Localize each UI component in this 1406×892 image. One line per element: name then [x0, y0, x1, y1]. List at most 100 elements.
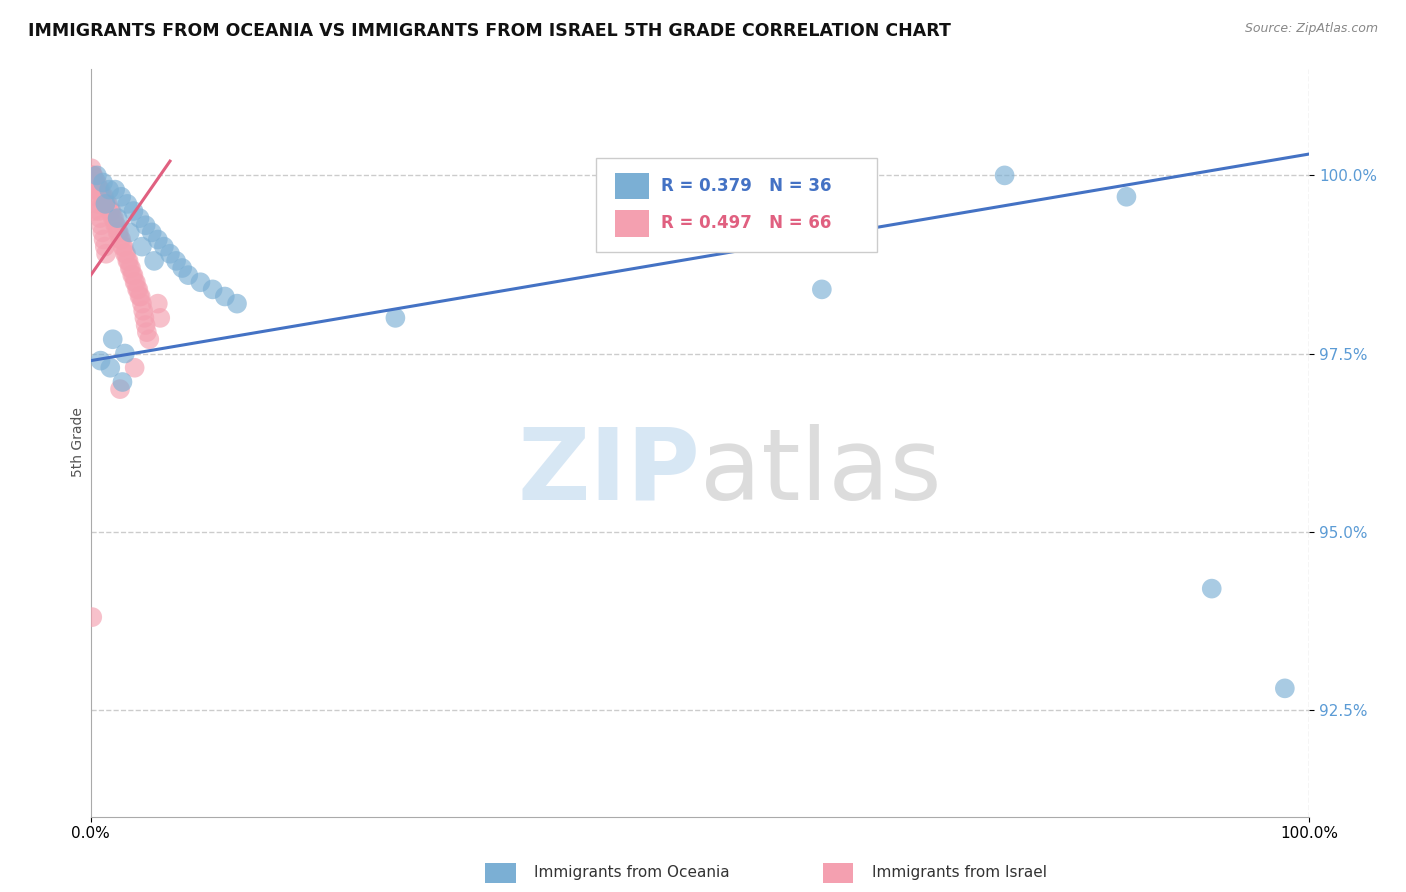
Point: [994, 169, 1017, 183]
Point: [190, 275, 212, 289]
Point: [107, 211, 129, 226]
Point: [90, 353, 112, 368]
Point: [1201, 582, 1223, 596]
Point: [141, 226, 163, 240]
Point: [108, 226, 131, 240]
Point: [90, 183, 112, 197]
Point: [129, 289, 152, 303]
Point: [105, 219, 128, 233]
Text: Immigrants from Oceania: Immigrants from Oceania: [534, 865, 730, 880]
Point: [159, 246, 181, 260]
Point: [86, 197, 108, 211]
Point: [107, 226, 129, 240]
Point: [93, 190, 115, 204]
Point: [112, 239, 135, 253]
Point: [172, 260, 194, 275]
Point: [1274, 681, 1296, 696]
Point: [128, 211, 150, 226]
Point: [84, 183, 107, 197]
Point: [118, 226, 141, 240]
Point: [114, 246, 136, 260]
Point: [91, 176, 114, 190]
Text: IMMIGRANTS FROM OCEANIA VS IMMIGRANTS FROM ISRAEL 5TH GRADE CORRELATION CHART: IMMIGRANTS FROM OCEANIA VS IMMIGRANTS FR…: [28, 22, 950, 40]
Point: [89, 211, 111, 226]
Point: [122, 204, 145, 219]
Point: [87, 183, 110, 197]
Text: R = 0.497   N = 66: R = 0.497 N = 66: [661, 214, 831, 233]
Point: [122, 268, 145, 282]
Point: [114, 346, 136, 360]
Point: [96, 197, 118, 211]
Point: [108, 233, 131, 247]
Point: [80, 161, 103, 176]
Point: [134, 310, 156, 325]
Point: [111, 375, 134, 389]
Point: [115, 246, 138, 260]
Point: [97, 197, 120, 211]
Text: ZIP: ZIP: [517, 424, 700, 521]
Point: [214, 289, 236, 303]
Point: [98, 204, 121, 219]
Point: [121, 268, 143, 282]
FancyBboxPatch shape: [596, 158, 877, 252]
Point: [153, 239, 176, 253]
Point: [811, 282, 834, 296]
Point: [177, 268, 200, 282]
Point: [118, 260, 141, 275]
Point: [138, 332, 160, 346]
Point: [86, 176, 108, 190]
Point: [135, 219, 157, 233]
Point: [94, 197, 117, 211]
Point: [83, 176, 105, 190]
Point: [90, 190, 112, 204]
Point: [131, 239, 153, 253]
Point: [98, 204, 121, 219]
Point: [94, 246, 117, 260]
Point: [98, 360, 121, 375]
Point: [128, 289, 150, 303]
Bar: [614, 172, 648, 200]
Point: [111, 239, 134, 253]
Y-axis label: 5th Grade: 5th Grade: [72, 408, 86, 477]
Point: [124, 360, 146, 375]
Text: atlas: atlas: [700, 424, 942, 521]
Point: [110, 190, 132, 204]
Point: [108, 382, 131, 396]
Point: [84, 176, 107, 190]
Point: [94, 197, 117, 211]
Point: [135, 318, 157, 332]
Point: [131, 296, 153, 310]
Point: [132, 303, 155, 318]
Text: R = 0.379   N = 36: R = 0.379 N = 36: [661, 177, 831, 195]
Point: [84, 190, 107, 204]
Point: [127, 282, 149, 296]
Point: [104, 183, 127, 197]
Point: [104, 219, 127, 233]
Point: [135, 325, 157, 339]
Point: [101, 332, 124, 346]
Point: [226, 296, 249, 310]
Point: [125, 275, 148, 289]
Point: [93, 233, 115, 247]
Point: [103, 211, 125, 226]
Point: [90, 219, 112, 233]
Point: [143, 253, 166, 268]
Point: [89, 183, 111, 197]
Point: [110, 233, 132, 247]
Point: [120, 260, 142, 275]
Point: [82, 169, 104, 183]
Point: [91, 226, 114, 240]
Point: [124, 275, 146, 289]
Point: [82, 610, 104, 624]
Point: [1115, 190, 1137, 204]
Point: [146, 233, 169, 247]
Text: Immigrants from Israel: Immigrants from Israel: [872, 865, 1046, 880]
Bar: [614, 210, 648, 237]
Point: [101, 211, 124, 226]
Point: [117, 197, 139, 211]
Point: [201, 282, 224, 296]
Point: [146, 296, 169, 310]
Point: [117, 253, 139, 268]
Point: [83, 176, 105, 190]
Point: [165, 253, 187, 268]
